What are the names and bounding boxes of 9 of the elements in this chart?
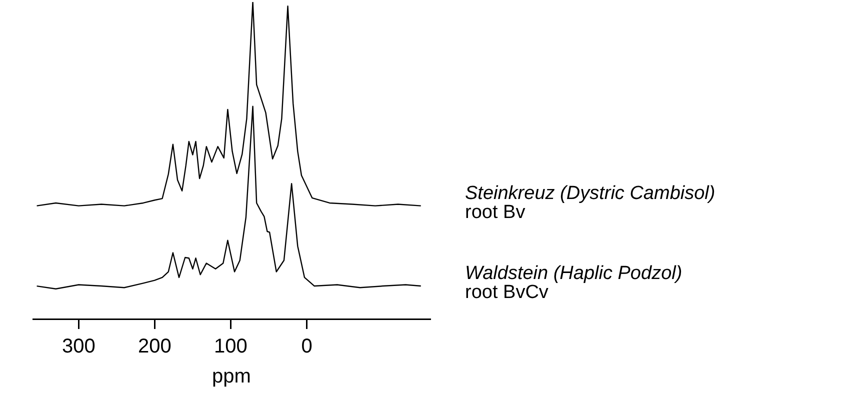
x-axis-title: ppm xyxy=(212,366,251,388)
text: root BvCv xyxy=(465,282,550,304)
x-tick-label: 300 xyxy=(62,336,96,358)
text: Waldstein (Haplic Podzol) xyxy=(465,263,682,284)
x-tick-label: 200 xyxy=(138,336,172,358)
x-tick-label: 100 xyxy=(214,336,248,358)
text: Steinkreuz (Dystric Cambisol) xyxy=(465,182,716,204)
text: root Bv xyxy=(465,202,526,223)
x-tick-label: 0 xyxy=(301,336,312,358)
